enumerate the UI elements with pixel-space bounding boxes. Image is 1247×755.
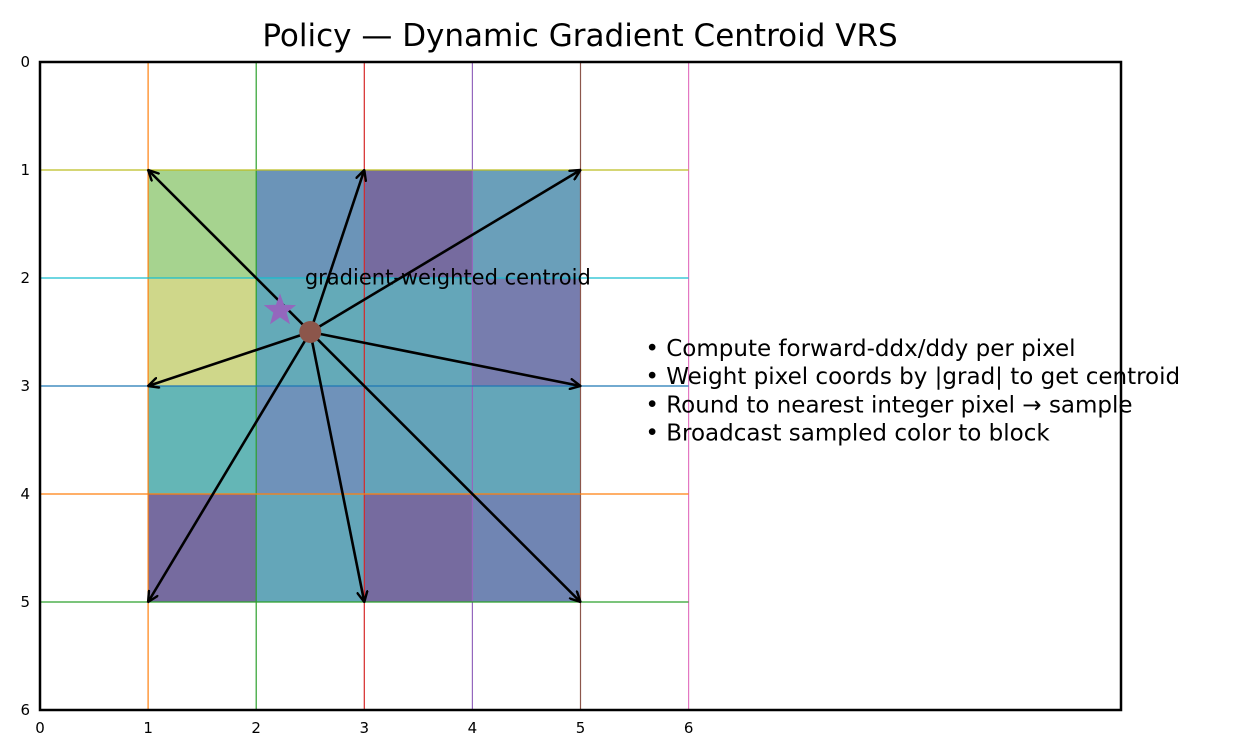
x-tick-label: 0 <box>35 719 45 737</box>
block-cell-2-3 <box>364 278 473 386</box>
y-tick-label: 0 <box>20 53 30 71</box>
centroid-star-icon <box>263 293 297 325</box>
y-tick-label: 4 <box>20 485 30 503</box>
y-tick-label: 5 <box>20 593 30 611</box>
x-tick-label: 1 <box>143 719 153 737</box>
x-axis-ticks: 0 1 2 3 4 5 6 <box>35 719 693 737</box>
gradient-arrow <box>148 331 312 602</box>
gradient-arrow <box>309 170 580 334</box>
policy-note-line: • Round to nearest integer pixel → sampl… <box>645 392 1132 418</box>
policy-note-line: • Weight pixel coords by |grad| to get c… <box>645 364 1180 390</box>
block-cell-3-4 <box>472 386 581 494</box>
policy-notes: • Compute forward-ddx/ddy per pixel • Wei… <box>645 336 1180 447</box>
gradient-arrows <box>148 170 580 602</box>
y-tick-label: 6 <box>20 701 30 719</box>
x-tick-label: 2 <box>251 719 261 737</box>
x-tick-label: 3 <box>360 719 370 737</box>
block-cell-3-1 <box>148 386 257 494</box>
chart-title: Policy — Dynamic Gradient Centroid VRS <box>262 18 897 54</box>
y-tick-label: 1 <box>20 161 30 179</box>
gradient-arrow <box>148 330 311 386</box>
block-center-dot <box>299 321 322 343</box>
y-axis-ticks: 0 1 2 3 4 5 6 <box>20 53 30 719</box>
block-cell-1-2 <box>256 170 365 278</box>
block-cell-2-4 <box>472 278 581 386</box>
policy-note-line: • Broadcast sampled color to block <box>645 421 1050 447</box>
block-cell-4-2 <box>256 494 365 602</box>
gradient-arrow <box>308 331 364 602</box>
block-cell-2-1 <box>148 278 257 386</box>
block-cell-1-3 <box>364 170 473 278</box>
x-tick-label: 5 <box>576 719 586 737</box>
y-tick-label: 3 <box>20 377 30 395</box>
block-cell-4-3 <box>364 494 473 602</box>
gradient-arrow <box>309 170 364 333</box>
gradient-arrow <box>309 331 580 602</box>
y-tick-label: 2 <box>20 269 30 287</box>
policy-note-line: • Compute forward-ddx/ddy per pixel <box>645 336 1075 362</box>
x-tick-label: 4 <box>468 719 478 737</box>
block-cell-3-2 <box>256 386 365 494</box>
x-tick-label: 6 <box>684 719 694 737</box>
plot-frame <box>38 60 1123 712</box>
gradient-arrow <box>309 330 580 386</box>
centroid-annotation: gradient-weighted centroid <box>305 265 591 289</box>
